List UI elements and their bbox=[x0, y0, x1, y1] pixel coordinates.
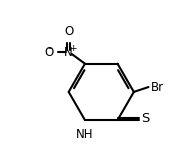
Text: N: N bbox=[64, 46, 73, 59]
Text: O: O bbox=[64, 25, 73, 38]
Text: NH: NH bbox=[75, 128, 93, 141]
Text: O: O bbox=[45, 46, 54, 59]
Text: +: + bbox=[70, 44, 77, 53]
Text: –: – bbox=[48, 44, 53, 53]
Text: S: S bbox=[141, 112, 149, 126]
Text: Br: Br bbox=[151, 81, 164, 94]
